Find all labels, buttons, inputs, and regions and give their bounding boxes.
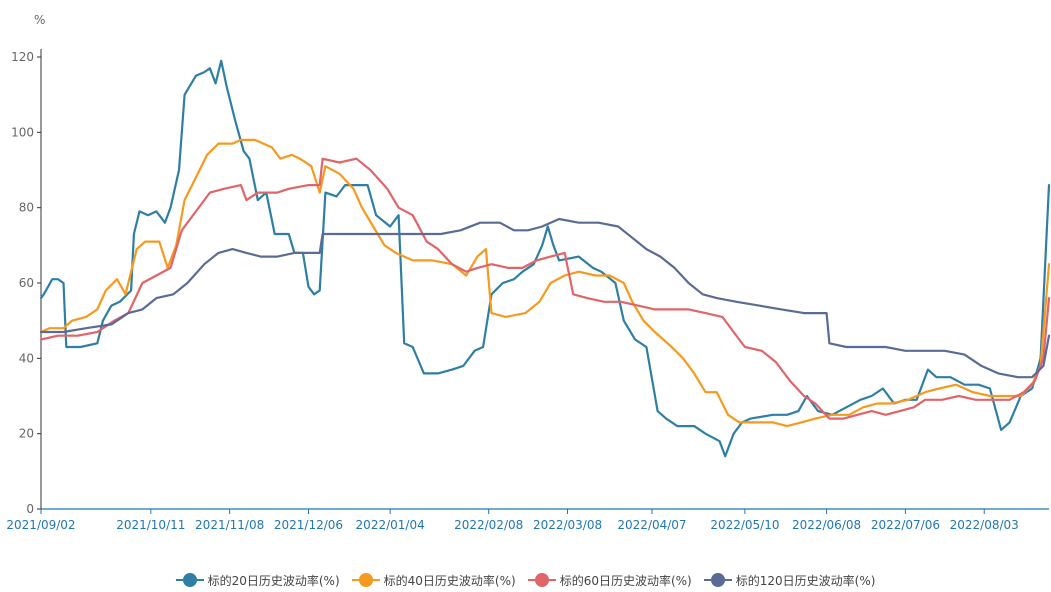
series-line-1 — [39, 59, 1051, 458]
series-layer — [39, 59, 1051, 458]
legend: 标的20日历史波动率(%) 标的40日历史波动率(%) 标的60日历史波动率(%) 标… — [0, 568, 1051, 592]
series-line-2 — [39, 138, 1051, 428]
legend-marker-icon — [527, 573, 556, 587]
y-tick-label: 60 — [19, 276, 34, 290]
legend-marker-icon — [175, 573, 204, 587]
legend-item-4[interactable]: 标的120日历史波动率(%) — [703, 572, 876, 589]
legend-marker-icon — [703, 573, 732, 587]
y-axis: 0 20 40 60 80 100 120 — [11, 49, 42, 516]
x-tick-label: 2022/02/08 — [454, 518, 523, 532]
y-unit-label: % — [34, 13, 45, 27]
x-tick-label: 2021/11/08 — [195, 518, 264, 532]
x-tick-label: 2022/07/06 — [871, 518, 940, 532]
y-tick-label: 100 — [11, 125, 34, 139]
x-tick-label: 2022/06/08 — [792, 518, 861, 532]
legend-item-2[interactable]: 标的40日历史波动率(%) — [351, 572, 516, 589]
x-tick-label: 2021/09/02 — [6, 518, 75, 532]
series-line-4 — [39, 217, 1051, 379]
legend-label: 标的20日历史波动率(%) — [207, 573, 340, 588]
x-tick-label: 2022/01/04 — [356, 518, 425, 532]
x-tick-label: 2021/12/06 — [274, 518, 343, 532]
y-tick-label: 80 — [19, 201, 34, 215]
x-tick-label: 2022/03/08 — [533, 518, 602, 532]
legend-label: 标的40日历史波动率(%) — [383, 573, 516, 588]
legend-item-3[interactable]: 标的60日历史波动率(%) — [527, 572, 692, 589]
x-tick-label: 2021/10/11 — [116, 518, 185, 532]
x-tick-label: 2022/04/07 — [617, 518, 686, 532]
legend-label: 标的60日历史波动率(%) — [559, 573, 692, 588]
y-tick-label: 20 — [19, 427, 34, 441]
y-tick-label: 120 — [11, 50, 34, 64]
legend-marker-icon — [351, 573, 380, 587]
legend-label: 标的120日历史波动率(%) — [735, 573, 876, 588]
series-line-3 — [39, 157, 1051, 420]
y-tick-label: 0 — [26, 502, 34, 516]
x-tick-label: 2022/08/03 — [950, 518, 1019, 532]
x-axis: 2021/09/02 2021/10/11 2021/11/08 2021/12/06… — [6, 508, 1049, 532]
x-tick-label: 2022/05/10 — [710, 518, 779, 532]
legend-item-1[interactable]: 标的20日历史波动率(%) — [175, 572, 340, 589]
y-tick-label: 40 — [19, 351, 34, 365]
